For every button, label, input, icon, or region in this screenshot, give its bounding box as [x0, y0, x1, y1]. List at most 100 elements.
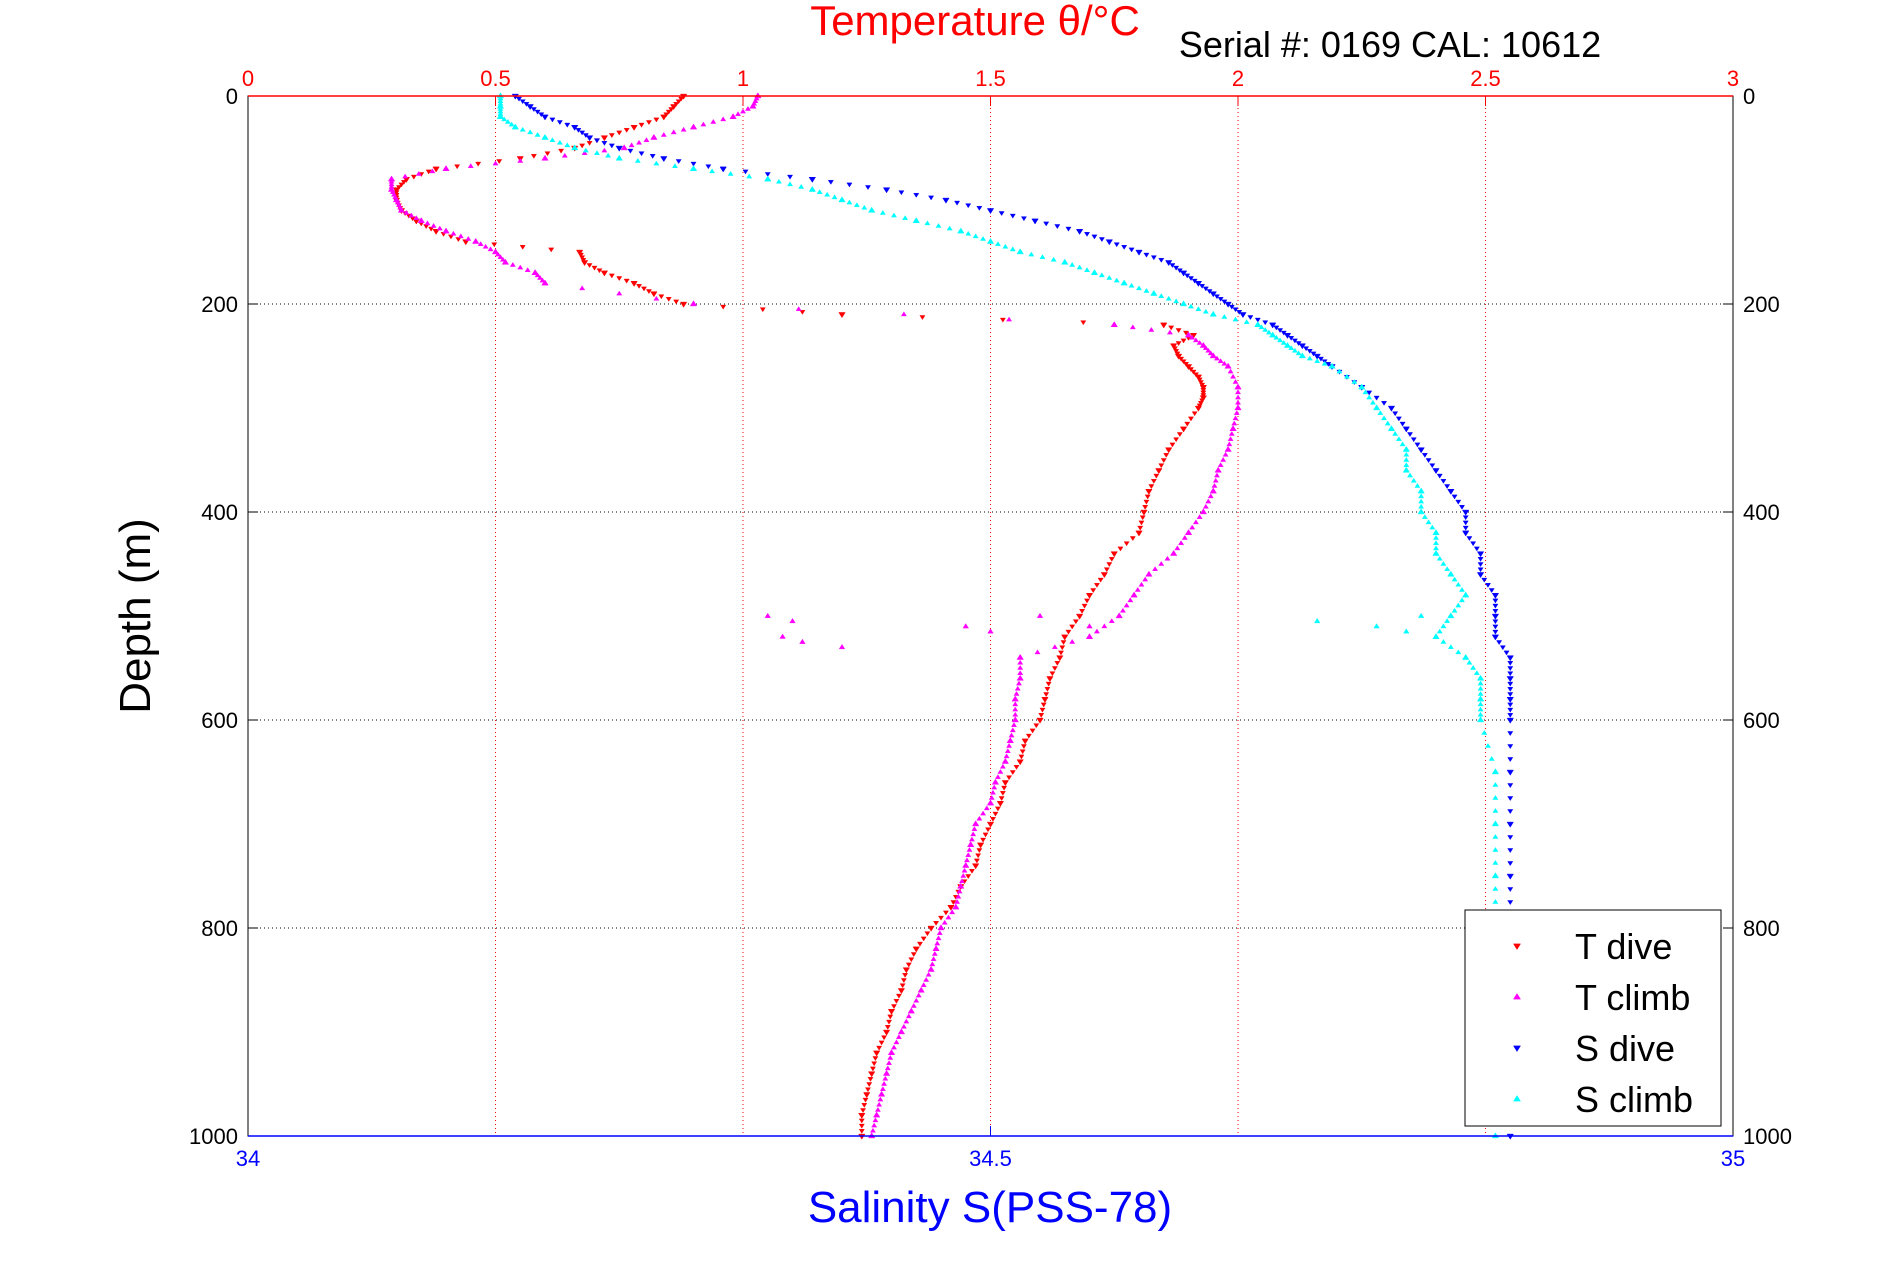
data-point	[1232, 307, 1239, 313]
data-point	[1447, 489, 1455, 495]
data-point	[1081, 603, 1088, 609]
data-point	[1041, 697, 1049, 703]
data-point	[516, 96, 522, 102]
data-point	[398, 182, 405, 188]
data-point	[720, 304, 727, 310]
data-point	[1166, 329, 1173, 335]
data-point	[1492, 619, 1499, 625]
data-point	[980, 236, 987, 241]
data-point	[824, 191, 831, 197]
data-point	[1432, 633, 1440, 639]
data-point	[735, 111, 742, 116]
data-point	[1184, 331, 1193, 338]
data-point	[881, 1035, 888, 1041]
data-point	[1432, 468, 1440, 475]
x-axis-label: Salinity S(PSS-78)	[808, 1183, 1172, 1232]
data-point	[1470, 541, 1477, 547]
data-point	[636, 139, 643, 145]
data-point	[1228, 304, 1235, 310]
legend-items: T dive T climb S dive S climb	[1513, 926, 1693, 1120]
data-point	[600, 135, 609, 142]
data-point	[1313, 353, 1321, 360]
data-point	[1106, 275, 1113, 280]
data-point	[1466, 536, 1473, 541]
data-point	[971, 820, 980, 827]
data-point	[690, 161, 697, 167]
data-point	[908, 957, 915, 963]
data-point	[1160, 458, 1167, 463]
data-point	[1093, 628, 1100, 634]
data-point	[477, 241, 484, 246]
y-tick-label-right: 800	[1743, 916, 1780, 941]
y-axis-label: Depth (m)	[111, 518, 160, 714]
data-point	[1153, 473, 1160, 479]
data-point	[1191, 411, 1198, 417]
data-point	[653, 160, 660, 166]
data-point	[575, 249, 584, 256]
data-point	[1277, 337, 1284, 343]
data-point	[1507, 900, 1514, 905]
data-point	[965, 852, 972, 857]
data-point	[1004, 748, 1011, 753]
data-point	[1127, 597, 1134, 603]
data-point	[1148, 484, 1155, 489]
data-point	[1234, 404, 1242, 411]
data-point	[1402, 466, 1410, 473]
data-point	[882, 1029, 891, 1036]
data-point	[393, 190, 400, 196]
legend-label: T dive	[1575, 926, 1672, 967]
data-point	[729, 113, 737, 119]
data-point	[1366, 394, 1373, 400]
data-point	[877, 1090, 886, 1097]
data-point	[1351, 379, 1358, 384]
data-point	[1150, 255, 1157, 261]
y-tick-label: 400	[201, 500, 238, 525]
data-point	[594, 150, 600, 155]
data-point	[620, 144, 628, 151]
x-bottom-tick-label: 34	[236, 1146, 260, 1171]
data-point	[1145, 570, 1153, 577]
data-point	[846, 182, 853, 188]
data-point	[1507, 702, 1514, 708]
data-point	[1492, 795, 1499, 800]
data-point	[869, 1066, 876, 1072]
data-point	[1148, 327, 1155, 332]
data-point	[1507, 681, 1514, 687]
data-point	[630, 125, 638, 131]
chart-title: Temperature θ/°C	[810, 0, 1140, 44]
x-top-tick-label: 0.5	[480, 66, 511, 91]
data-point	[1466, 659, 1473, 665]
data-point	[678, 96, 685, 102]
data-point	[541, 114, 549, 121]
data-point	[935, 223, 942, 228]
data-point	[1377, 410, 1384, 415]
data-point	[1455, 581, 1462, 587]
y-tick-label: 0	[226, 84, 238, 109]
data-point	[720, 116, 727, 122]
data-point	[1016, 674, 1024, 681]
data-point	[996, 801, 1005, 807]
data-point	[1199, 284, 1206, 289]
data-point	[673, 299, 680, 305]
data-point	[1084, 232, 1090, 237]
data-point	[1025, 733, 1032, 739]
data-point	[1173, 437, 1180, 443]
data-point	[1314, 618, 1321, 624]
data-point	[1189, 334, 1196, 340]
data-point	[1224, 362, 1232, 369]
data-point	[872, 1111, 881, 1118]
data-point	[1507, 783, 1514, 788]
data-point	[558, 148, 565, 154]
data-point	[1421, 453, 1428, 458]
data-point	[1144, 494, 1151, 500]
data-point	[1075, 613, 1084, 620]
data-point	[1273, 334, 1280, 340]
data-point	[1403, 628, 1410, 634]
data-point	[1298, 352, 1307, 359]
data-point	[932, 945, 940, 951]
data-point	[927, 965, 935, 972]
data-point	[1213, 472, 1220, 478]
data-point	[882, 187, 891, 194]
legend-marker	[1513, 1045, 1521, 1052]
